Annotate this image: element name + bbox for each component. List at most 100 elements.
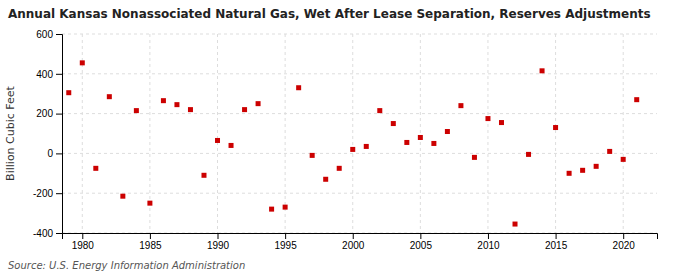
square-point (134, 108, 139, 113)
tick: 1990 (207, 233, 230, 251)
tick-label: -400 (33, 228, 53, 239)
square-point (80, 60, 85, 65)
square-point (93, 166, 98, 171)
square-point (580, 168, 585, 173)
tick: 2000 (342, 233, 365, 251)
tick-mark (56, 114, 62, 115)
square-point (513, 222, 518, 227)
tick-mark (218, 233, 219, 239)
tick-label: 1980 (72, 240, 95, 251)
square-point (242, 107, 247, 112)
grid-line (420, 34, 421, 233)
grid (62, 34, 657, 233)
tick-mark (56, 74, 62, 75)
points (66, 60, 639, 226)
square-point (594, 164, 599, 169)
square-point (107, 94, 112, 99)
tick-mark (556, 233, 557, 239)
square-point (229, 143, 234, 148)
square-point (296, 85, 301, 90)
grid-line (62, 73, 657, 74)
tick-label: 2000 (342, 240, 365, 251)
square-point (567, 171, 572, 176)
tick: 200 (36, 108, 62, 119)
plot: 198019851990199520002005201020152020-400… (33, 29, 658, 251)
tick: 600 (36, 29, 62, 40)
tick-mark (623, 233, 624, 239)
tick-label: 400 (36, 69, 53, 80)
square-point (418, 135, 423, 140)
y-axis: -400 -200 0 200 400 600 (33, 29, 63, 239)
chart: Annual Kansas Nonassociated Natural Gas,… (0, 0, 675, 275)
square-point (256, 101, 261, 106)
square-point (485, 116, 490, 121)
square-point (526, 152, 531, 157)
square-point (188, 107, 193, 112)
tick: 1980 (72, 233, 95, 251)
square-point (174, 102, 179, 107)
source: Source: U.S. Energy Information Administ… (8, 260, 245, 271)
square-point (364, 144, 369, 149)
tick-mark (56, 153, 62, 154)
grid-line (623, 34, 624, 233)
tick: 2020 (613, 233, 636, 251)
grid-line (285, 34, 286, 233)
square-point (323, 177, 328, 182)
tick-mark (56, 233, 62, 234)
square-point (161, 98, 166, 103)
square-point (499, 120, 504, 125)
square-point (66, 90, 71, 95)
tick-label: 0 (47, 148, 53, 159)
tick-label: 600 (36, 29, 53, 40)
axis-line (56, 35, 63, 234)
tick-label: -200 (33, 188, 53, 199)
tick: 1985 (139, 233, 162, 251)
y-axis-label: Billion Cubic Feet (4, 85, 17, 180)
tick: 0 (47, 148, 62, 159)
square-point (337, 166, 342, 171)
x-axis: 1980 1985 1990 1995 2000 2005 2010 2015 2020 (63, 233, 658, 251)
square-point (431, 141, 436, 146)
tick: 2015 (545, 233, 568, 251)
tick: 2005 (410, 233, 433, 251)
square-point (391, 121, 396, 126)
square-point (621, 157, 626, 162)
tick-label: 200 (36, 108, 53, 119)
grid-line (62, 34, 657, 35)
square-point (404, 140, 409, 145)
tick: 2010 (477, 233, 500, 251)
tick-mark (420, 233, 421, 239)
square-point (540, 68, 545, 73)
axis-line (63, 234, 658, 240)
title: Annual Kansas Nonassociated Natural Gas,… (8, 7, 651, 21)
tick: 1995 (275, 233, 298, 251)
square-point (120, 194, 125, 199)
square-point (445, 129, 450, 134)
square-point (377, 108, 382, 113)
grid-line (555, 34, 556, 233)
tick-mark (150, 233, 151, 239)
tick-mark (56, 193, 62, 194)
grid-line (62, 153, 657, 154)
tick: -400 (33, 228, 62, 239)
grid-line (62, 113, 657, 114)
tick-mark (353, 233, 354, 239)
tick-label: 2010 (477, 240, 500, 251)
tick-mark (56, 34, 62, 35)
tick-label: 2020 (613, 240, 636, 251)
square-point (215, 138, 220, 143)
square-point (350, 147, 355, 152)
square-point (553, 125, 558, 130)
tick-label: 1985 (139, 240, 162, 251)
tick-label: 2015 (545, 240, 568, 251)
tick-mark (82, 233, 83, 239)
tick-label: 1995 (275, 240, 298, 251)
grid-line (487, 34, 488, 233)
square-point (472, 155, 477, 160)
tick: 400 (36, 69, 62, 80)
square-point (458, 103, 463, 108)
tick-mark (285, 233, 286, 239)
grid-line (62, 193, 657, 194)
square-point (607, 149, 612, 154)
square-point (634, 97, 639, 102)
